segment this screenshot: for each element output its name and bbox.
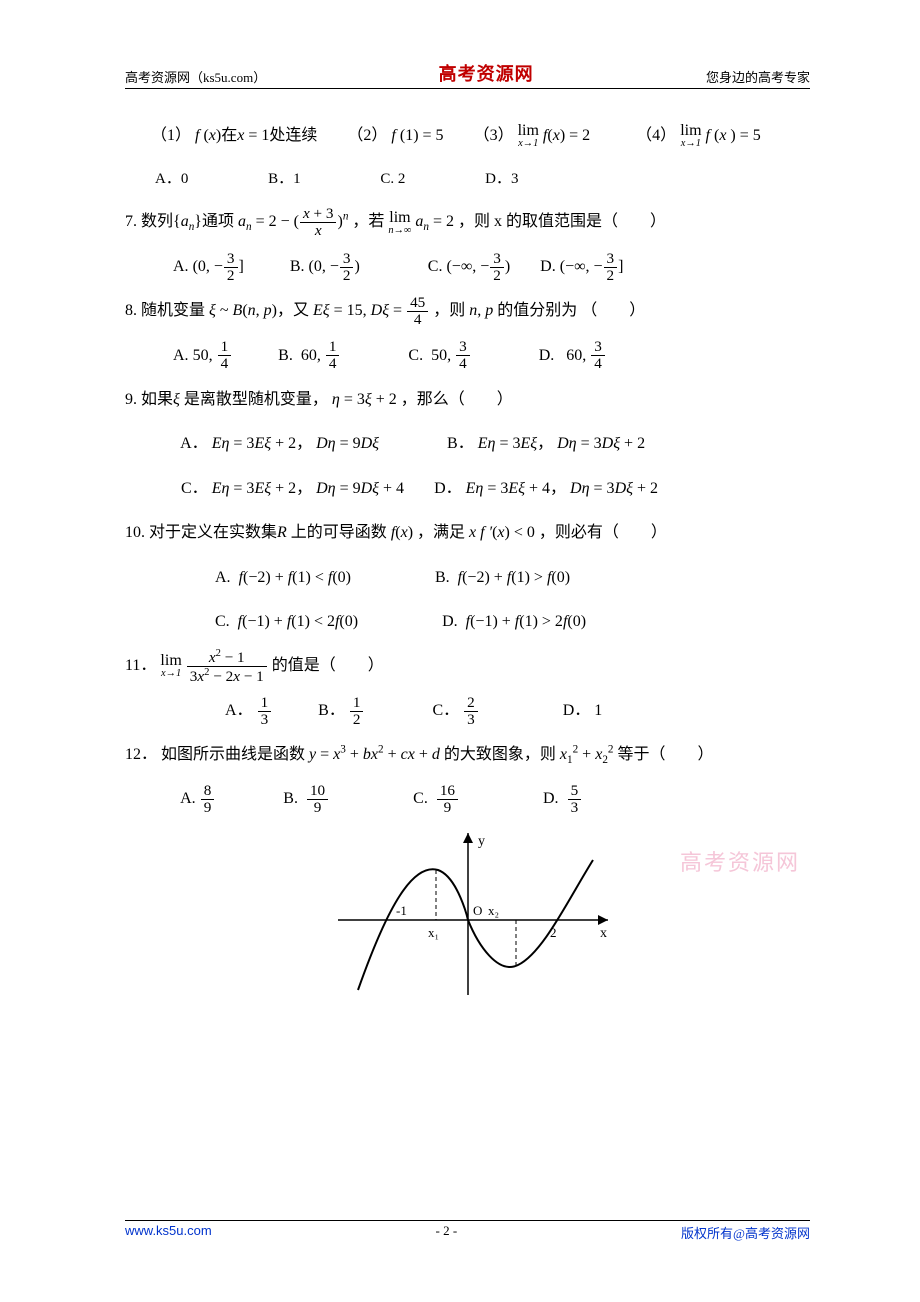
q8-mid1: ，又 — [277, 302, 309, 319]
q11-post: 的值是（ ） — [272, 657, 384, 674]
q6-C: C. 2 — [380, 171, 405, 187]
q7-mid2: ，若 — [352, 213, 384, 230]
footer-copyright: 版权所有@高考资源网 — [681, 1223, 810, 1242]
q12-D: D. — [543, 790, 559, 807]
q7-mid1: 通项 — [202, 213, 234, 230]
q6-D: D．3 — [485, 171, 518, 187]
q11-C: C． — [432, 702, 459, 719]
q9-options-row1: A． Eη = 3Eξ + 2， Dη = 9Dξ B． Eη = 3Eξ， D… — [125, 425, 810, 463]
q9-A: A． — [180, 435, 208, 452]
q7-C: C. — [428, 258, 443, 275]
q6-statements: （1） f (x)在x = 1处连续 （2） f (1) = 5 （3） lim… — [125, 117, 810, 155]
q12-pre: 12． 如图所示曲线是函数 — [125, 746, 305, 763]
q9-mid: 是离散型随机变量， — [184, 391, 328, 408]
q10-B: B. — [435, 569, 450, 586]
q8-options: A. 50, 14 B. 60, 14 C. 50, 34 D. 60, 34 — [125, 337, 810, 375]
q7-stem: 7. 数列{an}通项 an = 2 − (x + 3x)n ，若 limn→∞… — [125, 203, 810, 241]
page-footer: www.ks5u.com - 2 - 版权所有@高考资源网 — [125, 1220, 810, 1242]
q8-A: A. — [173, 347, 189, 364]
q11-stem: 11． limx→1 x2 − 13x2 − 2x − 1 的值是（ ） — [125, 647, 810, 685]
svg-text:x₁: x₁ — [428, 925, 439, 940]
cubic-graph-svg: y x O -1 x₁ x₂ 2 — [318, 825, 618, 1000]
q9-B: B． — [447, 435, 474, 452]
q12-options: A. 89 B. 109 C. 169 D. 53 — [125, 780, 810, 818]
q8-mid3: 的值分别为 （ ） — [497, 302, 645, 319]
q8-B: B. — [278, 347, 293, 364]
q10-A: A. — [215, 569, 231, 586]
q9-pre: 9. 如果 — [125, 391, 173, 408]
q10-pre: 10. 对于定义在实数集 — [125, 524, 277, 541]
svg-text:O: O — [473, 903, 482, 918]
q8-D: D. — [539, 347, 555, 364]
q7-B: B. — [290, 258, 305, 275]
q11-options: A． 13 B． 12 C． 23 D． 1 — [125, 692, 810, 730]
q7-pre: 7. 数列 — [125, 213, 173, 230]
q12-C: C. — [413, 790, 428, 807]
q10-stem: 10. 对于定义在实数集R 上的可导函数 f(x) ，满足 x f ′(x) <… — [125, 514, 810, 552]
q9-D: D． — [434, 480, 462, 497]
q7-options: A. (0, −32] B. (0, −32) C. (−∞, −32) D. … — [125, 248, 810, 286]
header-right: 您身边的高考专家 — [706, 67, 810, 86]
content: （1） f (x)在x = 1处连续 （2） f (1) = 5 （3） lim… — [125, 117, 810, 1015]
q6-options: A．0 B．1 C. 2 D．3 — [125, 161, 810, 197]
footer-url: www.ks5u.com — [125, 1223, 212, 1242]
q6-s1-post: 处连续 — [269, 127, 317, 144]
q12-stem: 12． 如图所示曲线是函数 y = x3 + bx2 + cx + d 的大致图… — [125, 736, 810, 774]
q9-options-row2: C． Eη = 3Eξ + 2， Dη = 9Dξ + 4 D． Eη = 3E… — [125, 470, 810, 508]
q7-D: D. — [540, 258, 556, 275]
q6-A: A．0 — [155, 171, 188, 187]
q6-s4: （4） — [636, 127, 676, 144]
svg-text:y: y — [478, 834, 485, 849]
footer-page: - 2 - — [436, 1223, 458, 1242]
q12-B: B. — [283, 790, 298, 807]
q6-B: B．1 — [268, 171, 301, 187]
q10-mid3: ，则必有（ ） — [539, 524, 667, 541]
q10-mid1: 上的可导函数 — [291, 524, 387, 541]
q6-s2: （2） — [347, 127, 387, 144]
q12-post: 等于（ ） — [618, 746, 714, 763]
q8-mid2: ，则 — [433, 302, 465, 319]
q6-s3: （3） — [474, 127, 514, 144]
q10-mid2: ，满足 — [417, 524, 465, 541]
q6-s1-pre: （1） — [151, 127, 191, 144]
svg-text:x₂: x₂ — [488, 903, 499, 918]
q8-stem: 8. 随机变量 ξ ~ B(n, p)，又 Eξ = 15, Dξ = 454 … — [125, 292, 810, 330]
q7-mid3: ，则 x 的取值范围是（ ） — [458, 213, 666, 230]
q12-graph: y x O -1 x₁ x₂ 2 — [125, 825, 810, 1015]
svg-text:-1: -1 — [396, 903, 407, 918]
q9-stem: 9. 如果ξ 是离散型随机变量， η = 3ξ + 2 ，那么（ ） — [125, 381, 810, 419]
q8-C: C. — [408, 347, 423, 364]
q11-A: A． — [225, 702, 253, 719]
q10-C: C. — [215, 613, 230, 630]
q9-post: ，那么（ ） — [401, 391, 513, 408]
svg-text:2: 2 — [550, 925, 557, 940]
page-header: 高考资源网（ks5u.com） 高考资源网 您身边的高考专家 — [125, 60, 810, 89]
q11-pre: 11． — [125, 657, 156, 674]
q6-s1-mid: 在 — [221, 127, 237, 144]
svg-text:x: x — [600, 926, 607, 941]
q12-mid: 的大致图象，则 — [444, 746, 556, 763]
q10-D: D. — [442, 613, 458, 630]
q10-options-row1: A. f(−2) + f(1) < f(0) B. f(−2) + f(1) >… — [125, 559, 810, 597]
header-center: 高考资源网 — [439, 60, 534, 86]
q11-B: B． — [318, 702, 345, 719]
q7-A: A. — [173, 258, 189, 275]
q12-A: A. — [180, 790, 196, 807]
header-left: 高考资源网（ks5u.com） — [125, 67, 266, 86]
q8-pre: 8. 随机变量 — [125, 302, 205, 319]
q9-C: C． — [181, 480, 208, 497]
q10-options-row2: C. f(−1) + f(1) < 2f(0) D. f(−1) + f(1) … — [125, 603, 810, 641]
q11-D: D． — [563, 702, 591, 719]
